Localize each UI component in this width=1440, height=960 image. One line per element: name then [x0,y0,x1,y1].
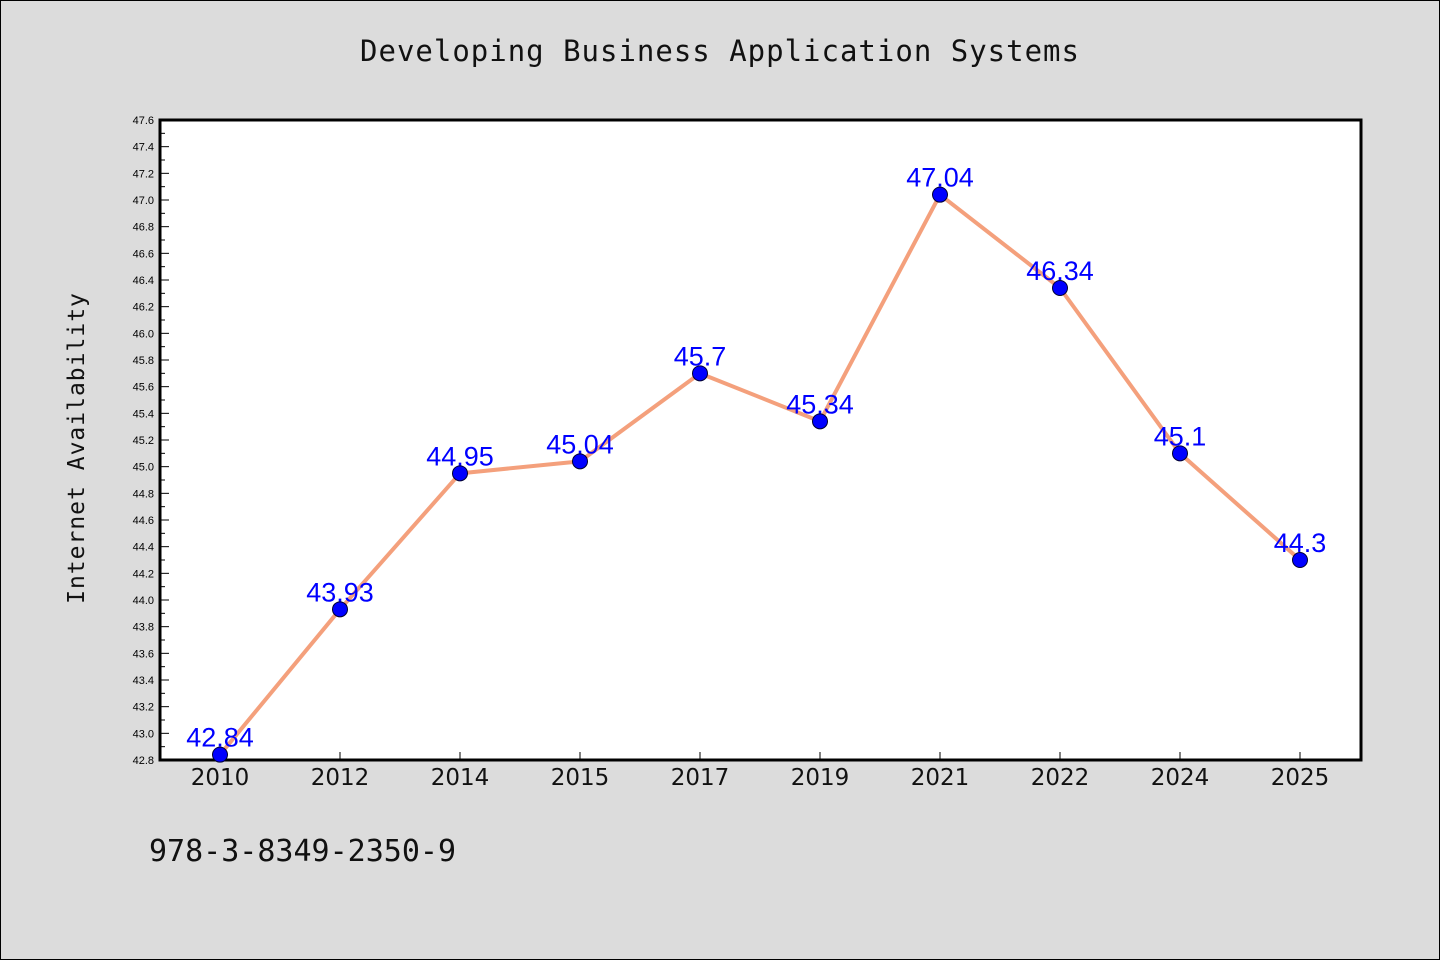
y-tick-label: 45.2 [133,435,154,447]
data-point [812,413,828,430]
y-tick-label: 45.4 [133,408,154,420]
y-tick-label: 47.6 [133,115,154,127]
x-tick-label: 2024 [1151,765,1210,791]
data-label: 42.84 [186,723,254,753]
y-tick-label: 46.0 [133,328,154,340]
y-tick-label: 43.4 [133,675,154,687]
data-point [452,465,468,482]
plot-area [158,118,1363,762]
chart-title: Developing Business Application Systems [360,34,1080,68]
data-point [1292,552,1308,568]
y-tick-label: 44.0 [133,595,154,607]
data-label: 44.95 [426,441,494,471]
y-tick-label: 46.4 [133,275,154,287]
data-label: 47.04 [906,163,974,193]
x-tick-label: 2017 [671,765,730,791]
isbn-footer: 978-3-8349-2350-9 [149,834,457,869]
y-tick-label: 44.8 [133,488,154,500]
x-tick-label: 2015 [551,765,610,791]
x-tick-label: 2010 [191,765,250,791]
x-axis: 2010 2012 2014 2015 2017 2019 2021 2022 2024 2025 [191,752,1330,791]
y-tick-label: 46.8 [133,222,154,234]
x-tick-label: 2021 [911,765,970,791]
y-tick-label: 47.4 [133,142,154,154]
y-tick-label: 45.6 [133,382,154,394]
y-tick-label: 43.6 [133,648,154,660]
data-point [332,601,348,618]
data-label: 43.93 [306,577,374,607]
data-point [1052,280,1068,296]
data-point [692,365,708,382]
data-label: 46.34 [1026,256,1094,286]
data-point [932,186,948,203]
x-tick-label: 2025 [1271,765,1330,791]
x-tick-label: 2012 [311,765,370,791]
y-tick-label: 46.6 [133,248,154,260]
y-tick-label: 44.6 [133,515,154,527]
y-tick-label: 44.2 [133,568,154,580]
data-point [212,746,228,763]
y-tick-label: 45.8 [133,355,154,367]
data-label: 45.04 [546,429,614,459]
data-label: 45.34 [786,389,854,419]
y-axis: 42.8 43.0 43.2 43.4 43.6 43.8 44.0 44.2 44.4 44.6… [133,115,169,767]
y-tick-label: 44.4 [133,542,154,554]
y-tick-label: 43.2 [133,702,154,714]
data-label: 44.3 [1274,528,1327,558]
y-tick-label: 47.0 [133,195,154,207]
series-layer: 42.84 43.93 44.95 45.04 45.7 45.34 47.04 46.34 4… [186,163,1326,763]
series-line [218,192,1302,756]
data-point [572,453,588,470]
data-label: 45.1 [1154,421,1207,451]
y-tick-label: 42.8 [133,755,154,767]
y-tick-label: 45.0 [133,462,154,474]
y-tick-label: 46.2 [133,302,154,314]
y-tick-label: 47.2 [133,168,154,180]
x-tick-label: 2019 [791,765,850,791]
y-tick-label: 43.0 [133,728,154,740]
x-tick-label: 2014 [431,765,490,791]
y-tick-label: 43.8 [133,622,154,634]
data-point [1172,445,1188,462]
data-label: 45.7 [674,341,727,371]
x-tick-label: 2022 [1031,765,1090,791]
